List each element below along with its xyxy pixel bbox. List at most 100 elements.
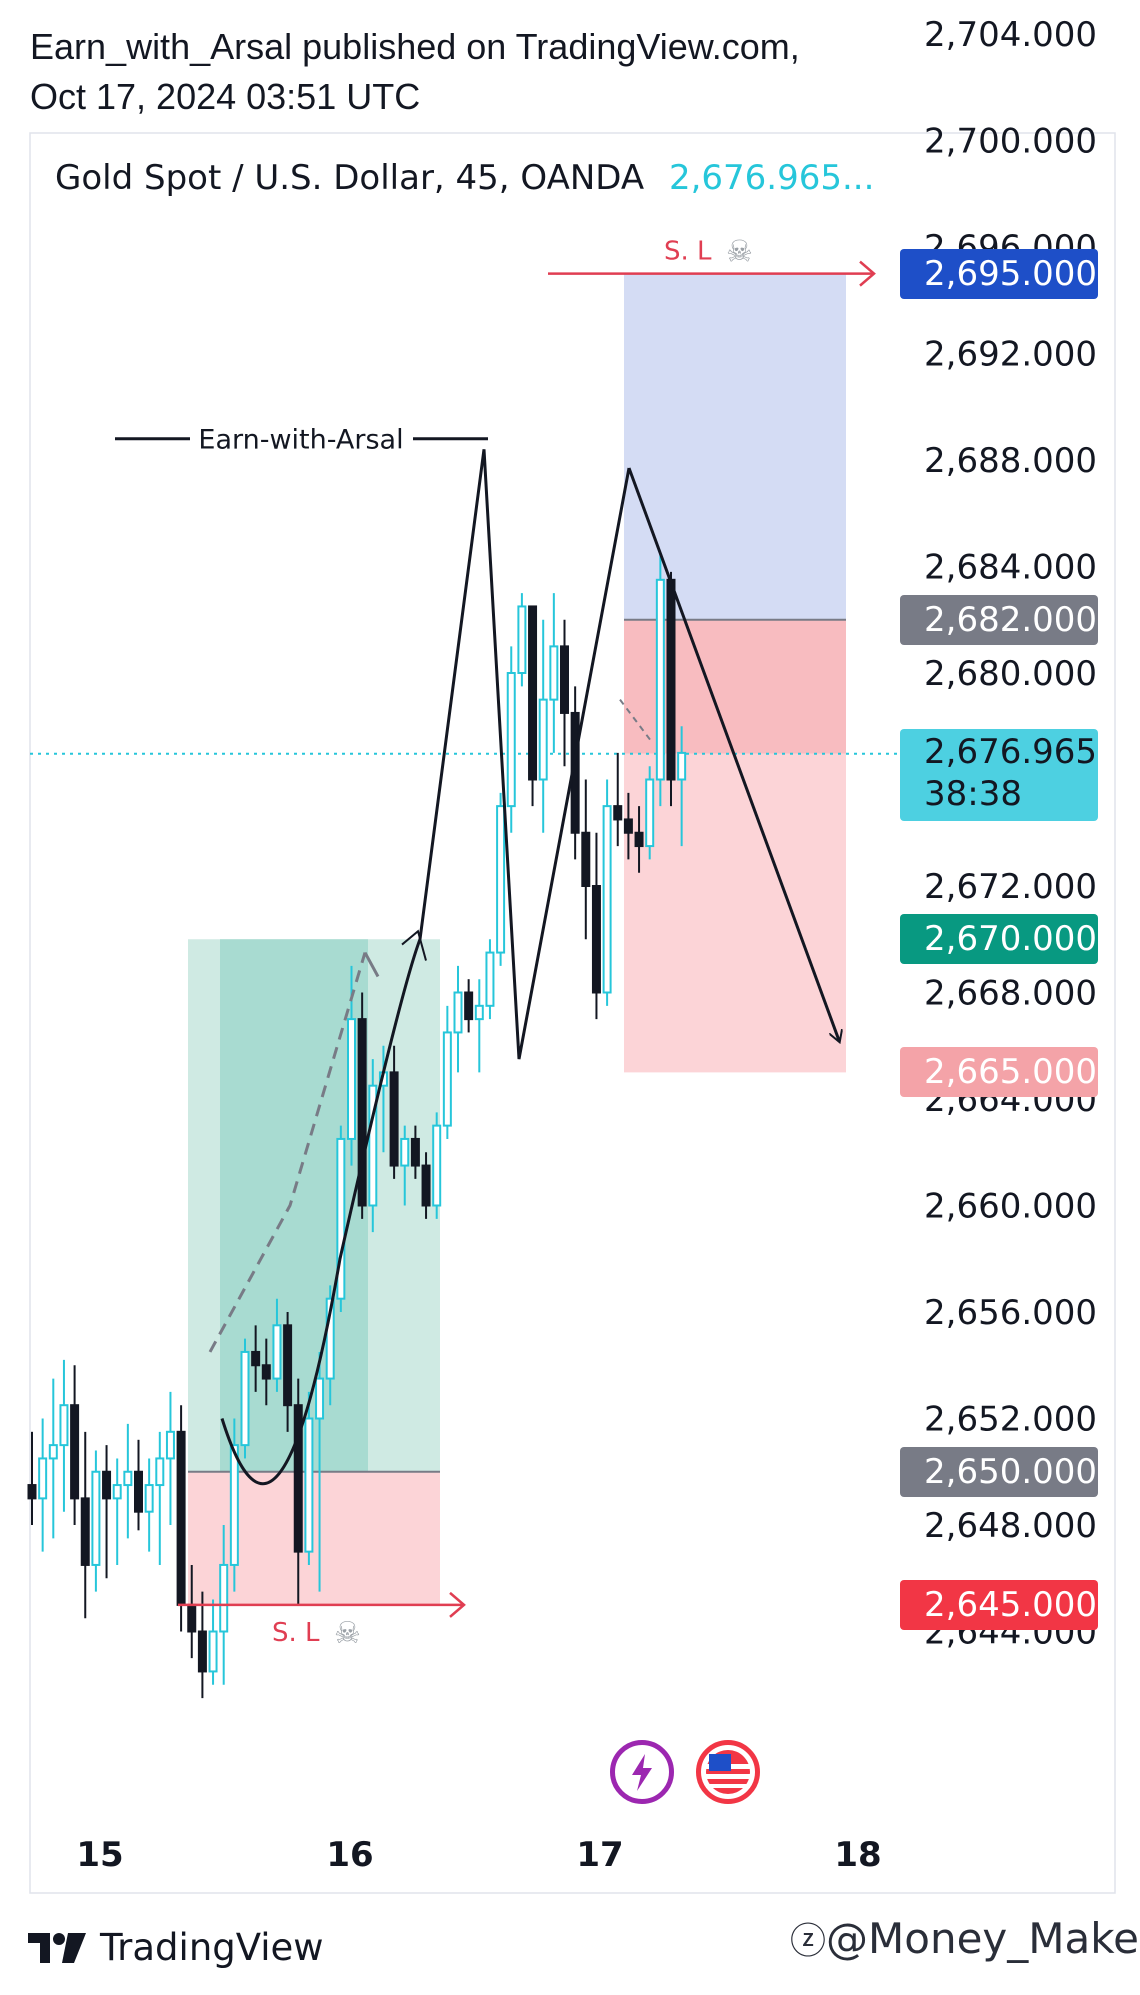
candle-body — [59, 1404, 69, 1447]
y-tick-label: 2,660.000 — [924, 1187, 1097, 1227]
price-axis-label: 2,670.000 — [900, 914, 1098, 965]
stop-loss-label: S. L — [664, 237, 712, 267]
price-axis-label: 2,665.000 — [900, 1047, 1098, 1098]
watermark-text: @Money_Maker — [826, 1914, 1140, 1963]
candle-body — [123, 1470, 133, 1487]
candle-body — [38, 1457, 48, 1500]
candle-body — [272, 1324, 282, 1380]
bar-countdown: 38:38 — [924, 773, 1022, 814]
stop-loss-label: S. L — [272, 1618, 320, 1648]
candle-body — [229, 1444, 239, 1566]
y-tick-label: 2,668.000 — [924, 974, 1097, 1014]
skull-icon: ☠ — [726, 235, 753, 270]
brand-name: TradingView — [100, 1926, 324, 1969]
x-tick-label: 16 — [326, 1835, 373, 1875]
us-flag-icon[interactable] — [696, 1740, 760, 1804]
y-tick-label: 2,648.000 — [924, 1506, 1097, 1546]
candle-body — [70, 1404, 80, 1500]
candle-body — [102, 1470, 112, 1500]
candle-body — [336, 1137, 346, 1300]
sl-arrow-bottom-arrowhead — [449, 1591, 466, 1618]
tradingview-logo-icon — [28, 1932, 86, 1963]
candle-body — [485, 951, 495, 1007]
candle-body — [655, 578, 665, 781]
candle-body — [208, 1630, 218, 1673]
candle-body — [506, 672, 516, 808]
dashed-projection — [208, 952, 367, 1353]
chart-legend: Gold Spot / U.S. Dollar, 45, OANDA 2,676… — [55, 158, 874, 198]
candle-body — [251, 1350, 261, 1367]
candle-body — [496, 805, 506, 954]
candle-body — [187, 1603, 197, 1633]
candle-body — [591, 885, 601, 994]
y-tick-label: 2,692.000 — [924, 335, 1097, 375]
short-stop-zone — [624, 273, 846, 620]
price-axis-label: 2,695.000 — [900, 248, 1098, 299]
candle-body — [315, 1377, 325, 1420]
candle-body — [240, 1350, 250, 1447]
lightning-icon[interactable] — [610, 1740, 674, 1804]
chart-frame — [29, 132, 1116, 1894]
candle-body — [538, 698, 548, 781]
candle-body — [634, 831, 644, 848]
x-tick-label: 18 — [834, 1835, 881, 1875]
brand-annotation: Earn-with-Arsal — [198, 425, 403, 456]
candle-body — [389, 1071, 399, 1167]
watermark-glyph: ⓩ — [790, 1921, 827, 1962]
candle-body — [613, 805, 623, 821]
skull-icon: ☠ — [334, 1616, 361, 1651]
sl-arrow-top-arrowhead — [859, 260, 876, 287]
candle-body — [421, 1164, 431, 1207]
y-tick-label: 2,672.000 — [924, 867, 1097, 907]
candle-body — [645, 778, 655, 848]
watermark: ⓩ@Money_Maker — [790, 1912, 1140, 1964]
candle-body — [304, 1417, 314, 1553]
target-arrow — [627, 467, 839, 1040]
dashed-projection-tip — [363, 951, 380, 978]
candle-body — [560, 645, 569, 714]
candle-body — [283, 1324, 293, 1407]
candle-body — [549, 645, 559, 701]
price-axis-label: 2,650.000 — [900, 1446, 1098, 1497]
candle-body — [528, 605, 538, 781]
y-tick-label: 2,700.000 — [924, 122, 1097, 162]
candle-body — [293, 1404, 303, 1553]
y-tick-label: 2,680.000 — [924, 654, 1097, 694]
candle-body — [453, 991, 463, 1034]
y-tick-label: 2,688.000 — [924, 441, 1097, 481]
candle-body — [464, 991, 474, 1021]
y-tick-label: 2,704.000 — [924, 15, 1097, 55]
candle-body — [666, 578, 676, 781]
y-tick-label: 2,652.000 — [924, 1400, 1097, 1440]
candle-body — [325, 1297, 335, 1380]
price-axis-label: 2,645.000 — [900, 1579, 1098, 1630]
short-projection-stub — [619, 699, 651, 741]
current-price-value: 2,676.965 — [924, 731, 1098, 772]
candle-body — [91, 1470, 101, 1566]
candle-body — [517, 605, 527, 674]
candle-body — [27, 1484, 37, 1500]
candle-body — [80, 1497, 90, 1566]
y-tick-label: 2,684.000 — [924, 548, 1097, 588]
candle-body — [144, 1484, 154, 1513]
candle-body — [219, 1563, 229, 1633]
legend-last-price: 2,676.965... — [668, 158, 875, 198]
candle-body — [400, 1137, 410, 1167]
candle-body — [112, 1484, 122, 1500]
y-tick-label: 2,656.000 — [924, 1293, 1097, 1333]
publisher-line: Earn_with_Arsal published on TradingView… — [30, 26, 800, 67]
candle-body — [474, 1004, 484, 1021]
candle-body — [197, 1630, 207, 1673]
candle-body — [261, 1364, 271, 1380]
price-axis-label: 2,682.000 — [900, 594, 1098, 645]
candle-body — [368, 1084, 378, 1207]
candle-body — [581, 831, 591, 887]
tradingview-logo[interactable]: TradingView — [28, 1926, 324, 1969]
candle-body — [48, 1444, 58, 1460]
x-tick-label: 17 — [576, 1835, 623, 1875]
short-target-zone — [624, 753, 846, 1073]
candle-body — [357, 1018, 367, 1207]
price-axis-label: 2,676.965 38:38 — [900, 728, 1098, 821]
candle-body — [410, 1137, 420, 1167]
